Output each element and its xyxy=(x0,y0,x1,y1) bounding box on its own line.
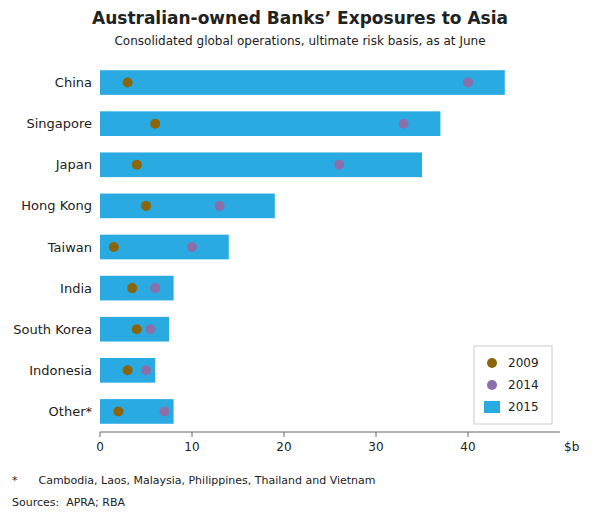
bar xyxy=(100,235,229,260)
bar xyxy=(100,152,422,177)
dot xyxy=(463,78,473,88)
bar xyxy=(100,111,440,136)
bar xyxy=(100,317,169,342)
legend-label: 2014 xyxy=(508,378,539,392)
bar xyxy=(100,194,275,219)
dot xyxy=(399,119,409,129)
x-tick-label: 20 xyxy=(276,440,291,454)
y-tick-label: Japan xyxy=(55,157,92,172)
title: Australian-owned Banks’ Exposures to Asi… xyxy=(92,8,508,28)
dot xyxy=(215,201,225,211)
dot xyxy=(159,406,169,416)
dot xyxy=(132,324,142,334)
x-tick xyxy=(376,432,377,437)
dot xyxy=(113,406,123,416)
legend-swatch xyxy=(487,380,497,390)
x-tick xyxy=(192,432,193,437)
x-axis-line xyxy=(100,432,560,433)
legend-label: 2015 xyxy=(508,400,539,414)
footnote: * Cambodia, Laos, Malaysia, Philippines,… xyxy=(12,474,376,487)
bar xyxy=(100,70,505,95)
dot xyxy=(123,365,133,375)
footnote: Sources: APRA; RBA xyxy=(12,496,125,509)
x-tick-label: 0 xyxy=(96,440,104,454)
dot xyxy=(141,201,151,211)
bar xyxy=(100,358,155,383)
x-tick-label: 10 xyxy=(184,440,199,454)
dot xyxy=(150,283,160,293)
x-tick xyxy=(100,432,101,437)
y-tick-label: Taiwan xyxy=(47,240,92,255)
legend-frame xyxy=(474,346,552,424)
legend-label: 2009 xyxy=(508,356,539,370)
marks xyxy=(100,70,505,424)
legend-swatch xyxy=(487,358,497,368)
bar xyxy=(100,399,174,424)
dot xyxy=(334,160,344,170)
dot xyxy=(150,119,160,129)
y-tick-label: Indonesia xyxy=(29,363,92,378)
y-tick-label: Singapore xyxy=(26,116,92,131)
dot xyxy=(127,283,137,293)
x-tick-label: 40 xyxy=(460,440,475,454)
dot xyxy=(123,78,133,88)
subtitle: Consolidated global operations, ultimate… xyxy=(114,34,485,48)
y-tick-label: India xyxy=(60,281,92,296)
x-tick xyxy=(284,432,285,437)
dot xyxy=(132,160,142,170)
legend: 2009 2014 2015 xyxy=(474,346,552,424)
y-axis: China Singapore Japan Hong Kong Taiwan India S… xyxy=(13,75,92,419)
x-axis: 0 10 20 30 40 $b xyxy=(96,432,579,454)
legend-swatch xyxy=(484,401,500,413)
chart-container: Australian-owned Banks’ Exposures to Asi… xyxy=(0,0,600,526)
y-tick-label: Other* xyxy=(49,404,93,419)
y-tick-label: China xyxy=(55,75,92,90)
x-tick-label: 30 xyxy=(368,440,383,454)
x-tick xyxy=(468,432,469,437)
y-tick-label: Hong Kong xyxy=(21,198,92,213)
dot xyxy=(187,242,197,252)
y-tick-label: South Korea xyxy=(13,322,92,337)
dot xyxy=(141,365,151,375)
x-axis-label: $b xyxy=(564,440,579,454)
chart-svg: Australian-owned Banks’ Exposures to Asi… xyxy=(0,0,600,526)
bar xyxy=(100,276,174,301)
dot xyxy=(146,324,156,334)
dot xyxy=(109,242,119,252)
